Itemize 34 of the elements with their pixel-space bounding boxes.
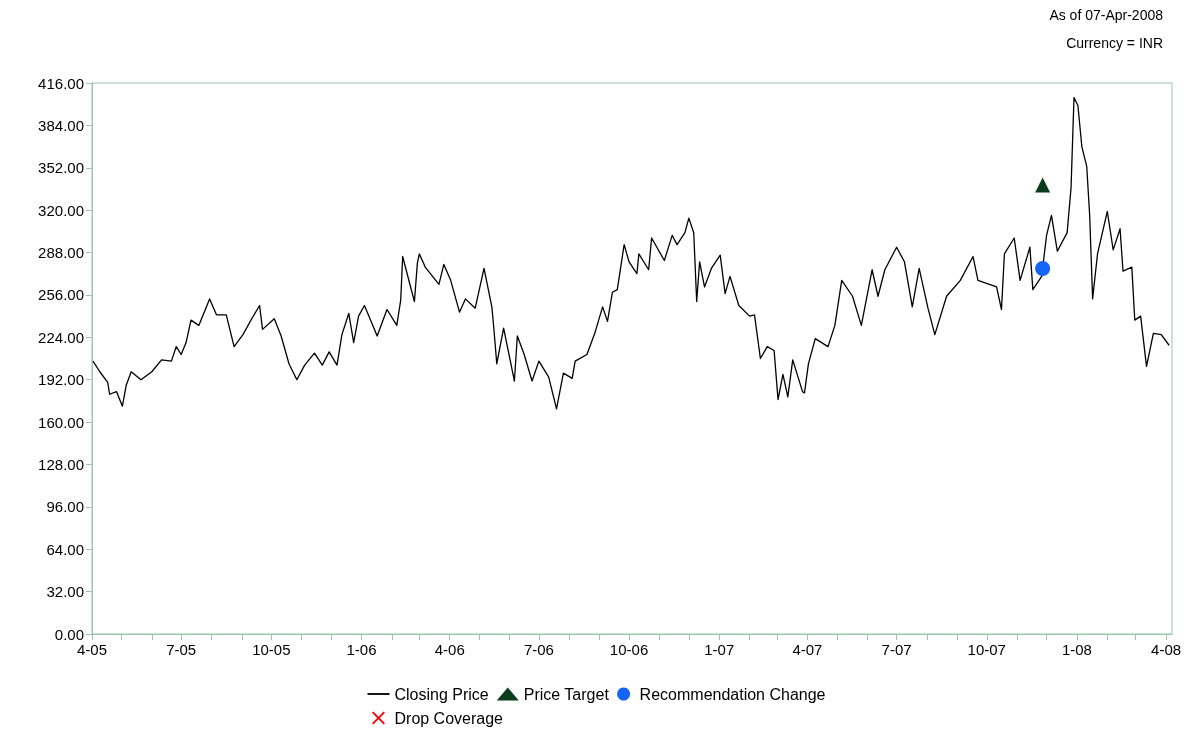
y-tick-label: 224.00 [38, 328, 84, 346]
y-tick-label: 96.00 [46, 498, 84, 516]
x-tick-label: 7-06 [523, 641, 554, 658]
y-tick-label: 320.00 [38, 201, 84, 219]
y-tick-label: 128.00 [38, 455, 84, 473]
x-tick-label: 10-05 [252, 641, 291, 658]
x-tick-label: 7-05 [166, 641, 197, 658]
x-tick-label: 10-07 [967, 641, 1006, 658]
y-tick-label: 384.00 [38, 116, 84, 134]
y-tick-label: 352.00 [38, 159, 84, 177]
line-series [92, 96, 1170, 410]
x-tick-label: 1-08 [1061, 641, 1092, 658]
x-tick-label: 4-08 [1151, 641, 1182, 658]
legend-label: Drop Coverage [394, 709, 504, 727]
text: As of 07-Apr-2008 [1049, 7, 1164, 23]
x-tick-label: 4-05 [76, 641, 108, 658]
y-tick-label: 192.00 [38, 371, 84, 389]
legend-label: Price Target [523, 685, 610, 703]
y-tick-label: 64.00 [46, 540, 84, 558]
y-tick-label: 416.00 [38, 74, 84, 92]
y-tick-label: 288.00 [38, 244, 84, 262]
x-tick-label: 7-07 [881, 641, 912, 658]
x-tick-label: 4-06 [434, 641, 465, 658]
y-tick-label: 160.00 [38, 413, 84, 431]
x-tick-label: 1-07 [704, 641, 735, 658]
x-tick-label: 4-07 [792, 641, 823, 658]
y-tick-label: 0.00 [54, 625, 84, 643]
legend-label: Closing Price [394, 685, 489, 703]
text: Currency = INR [1066, 35, 1163, 51]
x-tick-label: 10-06 [609, 641, 649, 658]
y-tick-label: 256.00 [38, 286, 84, 304]
legend-label: Recommendation Change [639, 685, 826, 703]
y-tick-label: 32.00 [46, 583, 84, 601]
x-tick-label: 1-06 [346, 641, 377, 658]
